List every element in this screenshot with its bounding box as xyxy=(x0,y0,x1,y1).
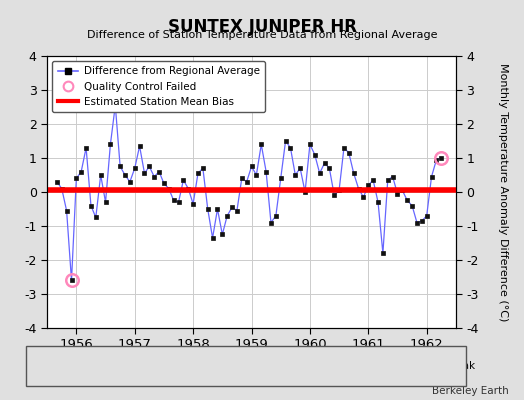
Y-axis label: Monthly Temperature Anomaly Difference (°C): Monthly Temperature Anomaly Difference (… xyxy=(498,63,508,321)
Text: Time of Obs. Change: Time of Obs. Change xyxy=(272,361,381,371)
Text: Berkeley Earth: Berkeley Earth xyxy=(432,386,508,396)
Text: Difference of Station Temperature Data from Regional Average: Difference of Station Temperature Data f… xyxy=(87,30,437,40)
Text: SUNTEX JUNIPER HR: SUNTEX JUNIPER HR xyxy=(168,18,356,36)
Text: Station Move: Station Move xyxy=(63,361,131,371)
Text: Record Gap: Record Gap xyxy=(168,361,228,371)
Legend: Difference from Regional Average, Quality Control Failed, Estimated Station Mean: Difference from Regional Average, Qualit… xyxy=(52,61,265,112)
Text: Empirical Break: Empirical Break xyxy=(393,361,475,371)
